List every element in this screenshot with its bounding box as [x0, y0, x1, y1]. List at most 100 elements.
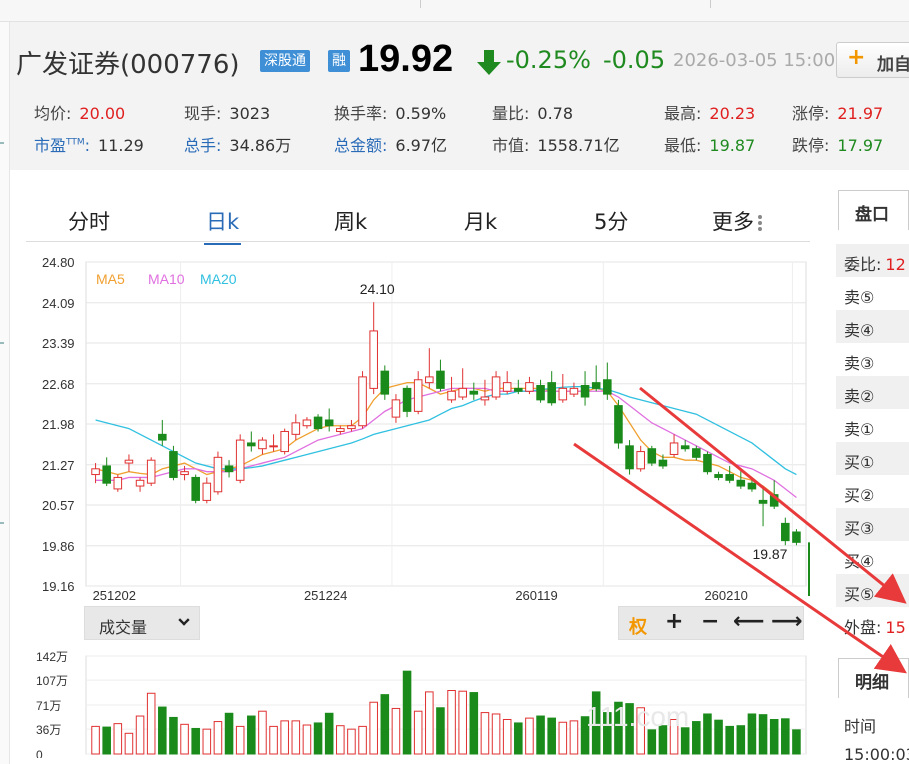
candle — [792, 531, 801, 543]
candle — [235, 439, 245, 481]
add-watchlist-button[interactable]: + 加自 — [836, 42, 909, 78]
candle — [380, 370, 390, 395]
tab-pankou[interactable]: 盘口 — [838, 190, 909, 230]
order-book-row: 卖① — [844, 420, 875, 439]
candle — [302, 419, 312, 427]
candle — [425, 376, 434, 384]
volume-bar — [692, 721, 701, 755]
volume-bar — [358, 725, 367, 755]
scroll-left-button[interactable]: ⟵ — [733, 609, 765, 634]
order-book-row: 卖④ — [836, 310, 909, 343]
candle — [692, 448, 701, 458]
candle — [725, 474, 734, 481]
volume-bar — [191, 727, 200, 755]
plus-icon: + — [847, 45, 866, 70]
volume-bar — [447, 690, 456, 755]
candle — [402, 387, 412, 412]
tab-weekly[interactable]: 周k — [334, 210, 368, 234]
candle — [558, 387, 568, 401]
tab-daily[interactable]: 日k — [203, 206, 242, 245]
candle — [124, 459, 134, 464]
tab-more[interactable]: 更多 — [712, 206, 762, 236]
candle — [669, 442, 679, 455]
volume-bar — [469, 692, 479, 755]
candle — [436, 370, 445, 389]
volume-bar — [113, 723, 123, 755]
candle — [758, 499, 768, 504]
stat-current-hand: 现手: 3023 — [184, 104, 271, 123]
volume-bar — [603, 712, 612, 755]
volume-bar — [536, 715, 545, 755]
candle — [514, 387, 523, 392]
candle — [614, 405, 623, 444]
volume-bar — [224, 712, 234, 755]
volume-bar — [413, 710, 423, 755]
stat-pe: 市盈TTM: 11.29 — [34, 136, 144, 155]
volume-bar — [514, 722, 523, 755]
volume-bar — [102, 726, 111, 755]
volume-tick-label: 0 — [36, 748, 43, 758]
candle — [447, 390, 456, 401]
y-tick-label: 24.80 — [42, 255, 75, 270]
candle — [736, 479, 746, 487]
indicator-select[interactable]: 成交量 — [84, 606, 200, 640]
adjust-right-button[interactable]: 权 — [629, 617, 647, 638]
order-book-row: 买⑤ — [836, 574, 909, 607]
candle — [703, 453, 712, 473]
candle — [202, 482, 212, 501]
order-book-row: 卖⑤ — [844, 288, 875, 307]
candle — [502, 382, 512, 392]
tab-intraday[interactable]: 分时 — [68, 210, 110, 234]
tab-5min[interactable]: 5分 — [594, 210, 629, 234]
stock-name: 广发证券(000776) — [16, 50, 240, 80]
volume-bar — [769, 718, 779, 755]
order-book-row: 卖③ — [844, 354, 875, 373]
margin-badge: 融 — [328, 50, 350, 72]
kline-chart[interactable]: 24.80 24.09 23.39 22.68 21.98 21.27 20.57 19.86… — [26, 252, 810, 604]
volume-bar — [781, 718, 790, 755]
candle — [146, 459, 156, 484]
volume-bar — [747, 713, 757, 755]
order-book-row: 买④ — [844, 552, 875, 571]
volume-chart[interactable]: 142万 107万 71万 36万 0 111.com — [26, 646, 810, 758]
volume-tick-label: 36万 — [36, 723, 61, 737]
zoom-in-button[interactable]: + — [665, 609, 684, 634]
candle — [525, 382, 534, 392]
candle — [680, 445, 690, 450]
candle — [781, 522, 790, 542]
watermark: 111.com — [586, 701, 689, 732]
candle — [91, 468, 100, 476]
tab-monthly[interactable]: 月k — [464, 210, 498, 234]
volume-bar — [547, 717, 556, 755]
order-book-row: 外盘: 15 — [844, 618, 906, 637]
volume-bar — [180, 723, 189, 755]
last-price: 19.92 — [358, 38, 454, 80]
x-tick-label: 251202 — [93, 588, 136, 603]
candle — [158, 433, 167, 441]
zoom-out-button[interactable]: − — [701, 609, 720, 634]
tab-mingxi[interactable]: 明细 — [838, 658, 909, 698]
volume-bar — [124, 732, 134, 755]
candle — [714, 474, 723, 478]
quote-header: 广发证券(000776) 深股通 融 19.92 -0.25% -0.05 20… — [10, 22, 909, 170]
candle — [313, 416, 323, 430]
volume-bar — [247, 715, 256, 755]
order-book-row: 卖② — [836, 376, 909, 409]
candle — [536, 385, 545, 401]
volume-bar — [636, 707, 645, 755]
volume-bar — [202, 728, 212, 755]
volume-tick-label: 142万 — [36, 650, 68, 664]
y-tick-label: 21.98 — [42, 417, 75, 432]
scroll-right-button[interactable]: ⟶ — [771, 609, 803, 634]
y-tick-label: 24.09 — [42, 296, 75, 311]
y-tick-label: 23.39 — [42, 336, 75, 351]
stat-total-hand: 总手: 34.86万 — [184, 136, 292, 155]
order-book-row: 买① — [836, 442, 909, 475]
arrow-down-icon — [477, 50, 501, 75]
volume-tick-label: 71万 — [36, 699, 61, 713]
volume-bar — [758, 714, 768, 755]
volume-bar — [714, 719, 723, 755]
volume-bar — [313, 722, 323, 755]
candle — [469, 390, 479, 395]
order-book-row: 买③ — [836, 508, 909, 541]
